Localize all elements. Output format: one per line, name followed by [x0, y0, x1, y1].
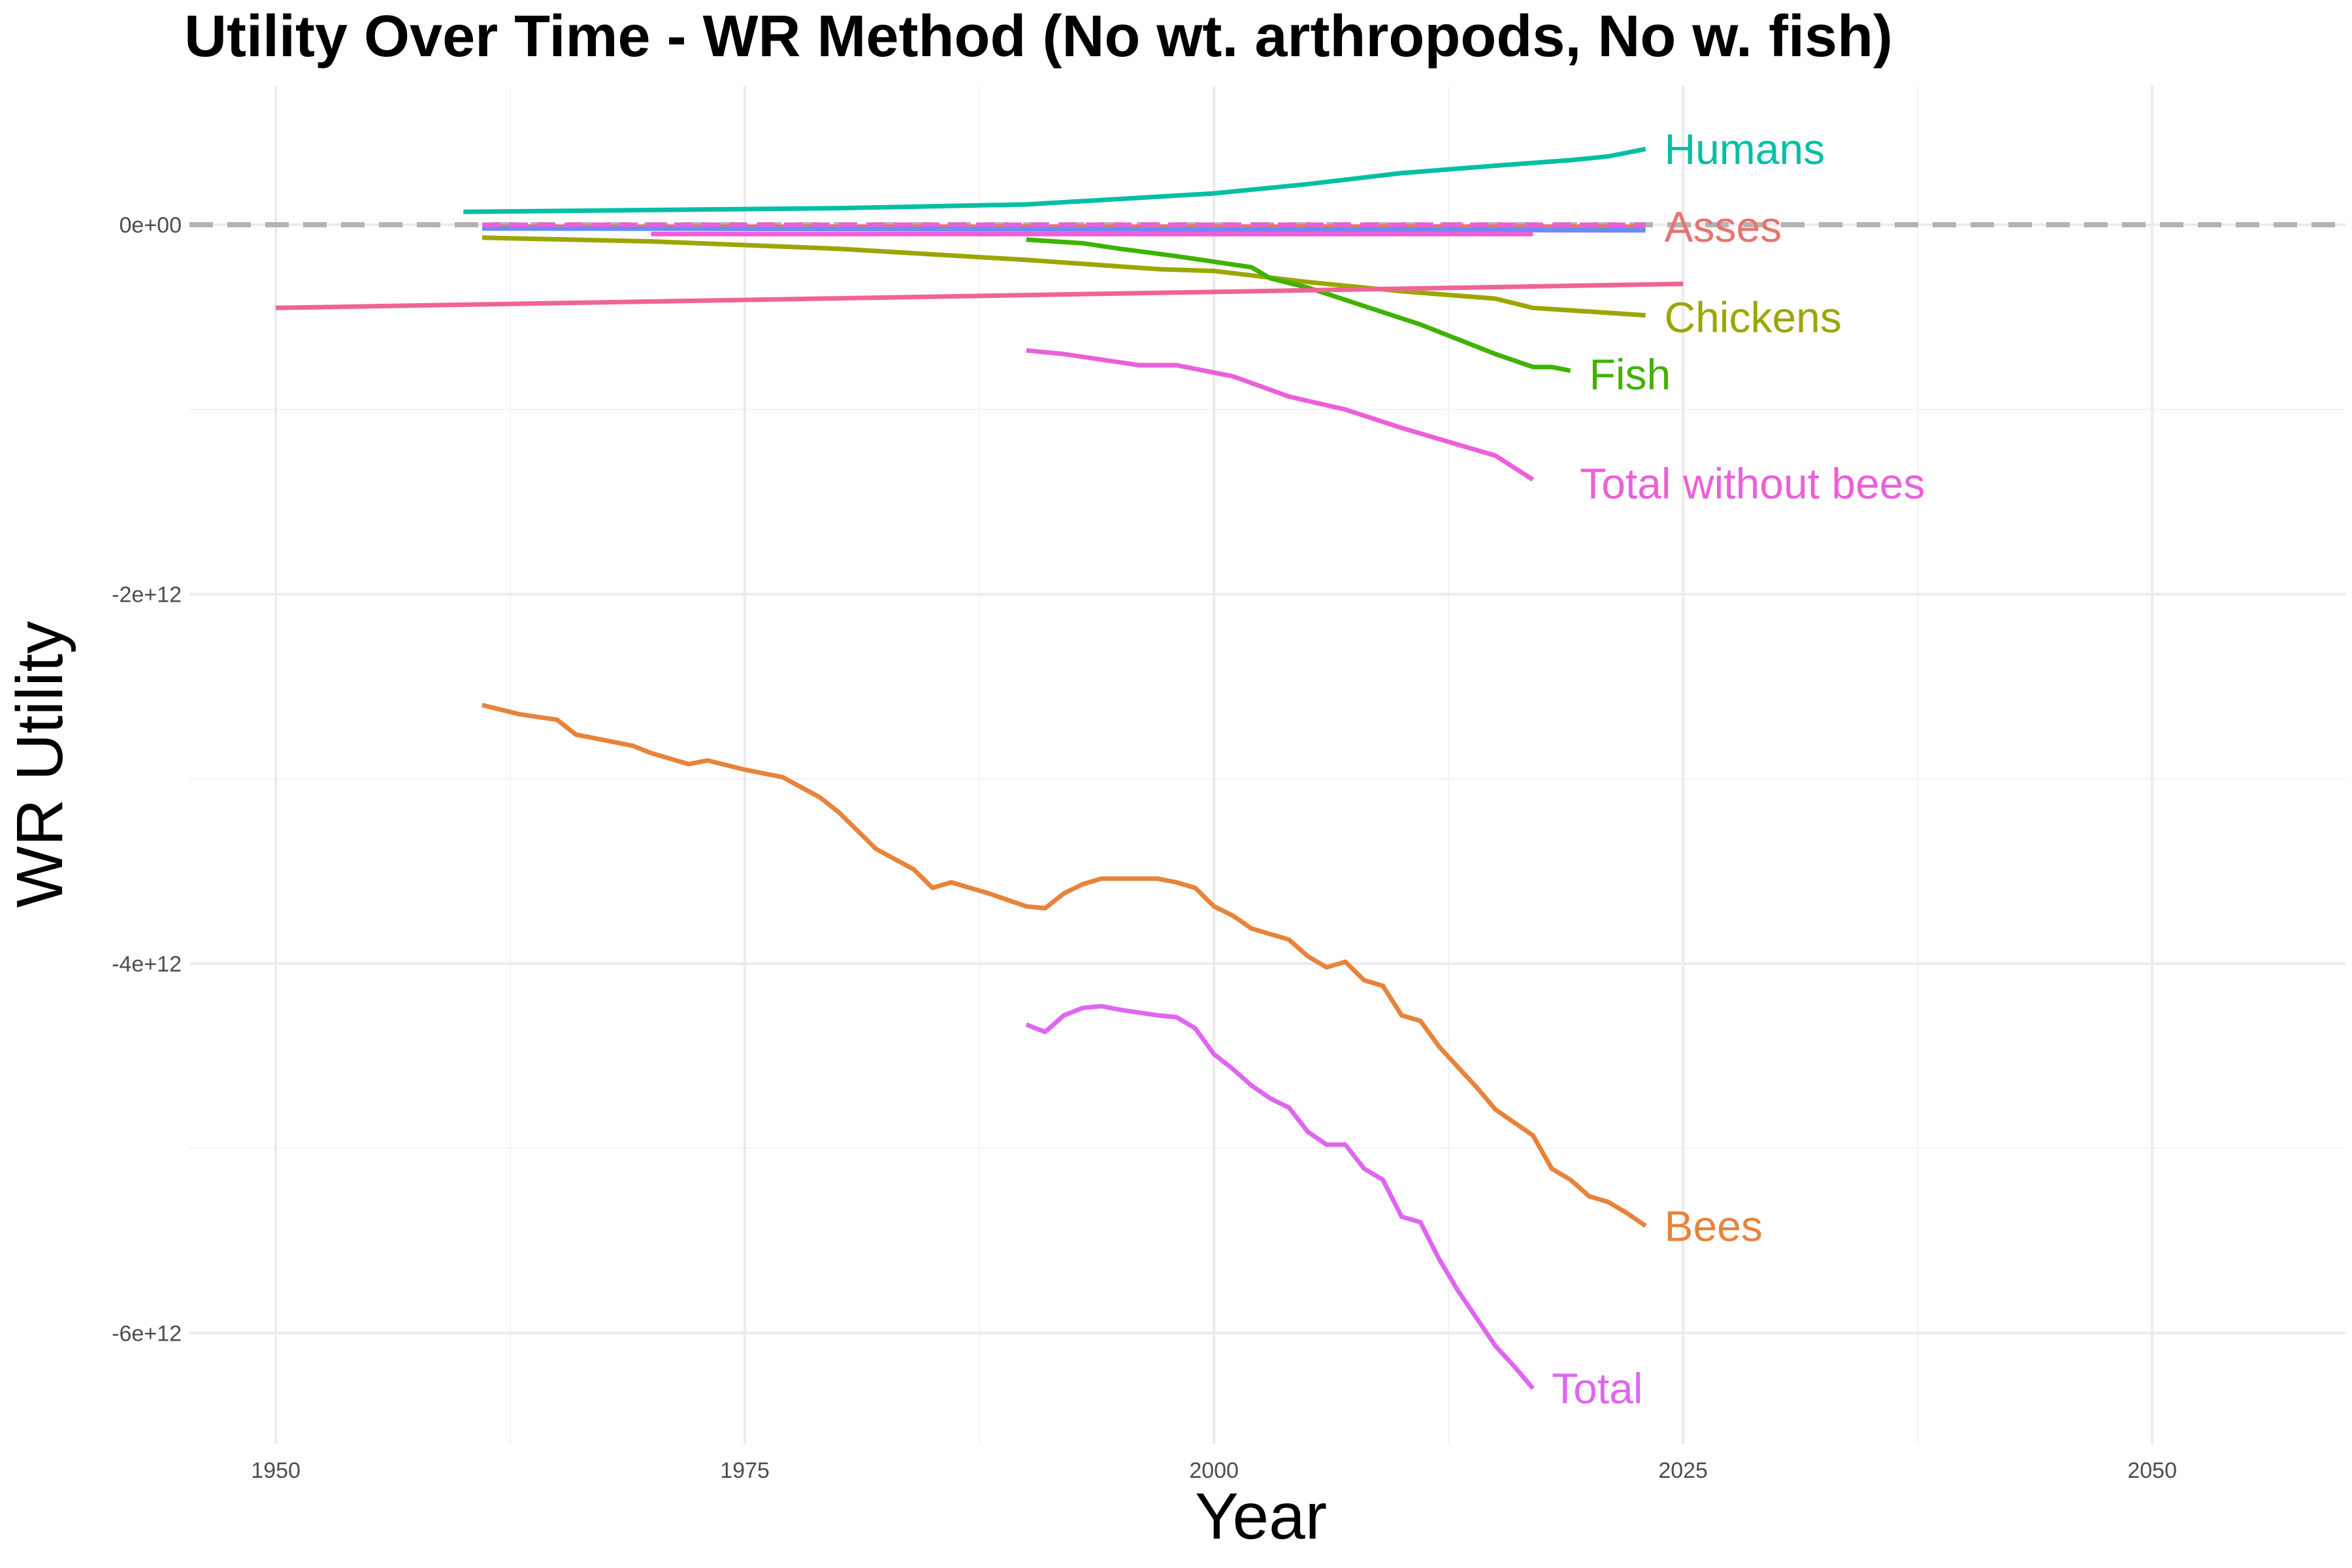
series-label-asses: Asses	[1664, 203, 1782, 251]
series-line-chickens	[482, 235, 1646, 318]
series-line-humans	[463, 146, 1646, 214]
series-label-humans: Humans	[1664, 125, 1825, 173]
series-label-total: Total	[1552, 1364, 1642, 1413]
x-tick-label: 1950	[251, 1458, 301, 1483]
series-label-chickens: Chickens	[1664, 293, 1841, 341]
series-line-total-without-bees	[1026, 348, 1535, 482]
x-tick-label: 2025	[1658, 1458, 1708, 1483]
y-tick-label: -2e+12	[112, 582, 182, 607]
x-axis-title: Year	[1195, 1480, 1327, 1553]
series-line-total	[1025, 1004, 1535, 1390]
series-line-fish	[1026, 237, 1571, 373]
y-tick-label: -6e+12	[112, 1321, 182, 1346]
series-line-unlabeled	[276, 282, 1684, 310]
y-tick-label: -4e+12	[112, 952, 182, 977]
series-labels: Humans Asses Chickens Fish Total without bee…	[1552, 125, 1925, 1413]
x-tick-label: 2000	[1189, 1458, 1239, 1483]
tick-labels: 1950 1975 2000 2025 2050 0e+00 -2e+12 -4e+12 -6e…	[112, 213, 2177, 1483]
y-tick-label: 0e+00	[120, 213, 182, 238]
series-label-fish: Fish	[1590, 350, 1671, 399]
chart-title: Utility Over Time - WR Method (No wt. ar…	[184, 4, 1893, 69]
x-tick-label: 1975	[720, 1458, 770, 1483]
series-line-bees	[482, 702, 1647, 1228]
series-label-total-without-bees: Total without bees	[1580, 459, 1925, 508]
series-lines	[276, 146, 1684, 1390]
x-tick-label: 2050	[2127, 1458, 2177, 1483]
series-line-unlabeled	[482, 226, 1646, 233]
series-label-bees: Bees	[1664, 1201, 1762, 1250]
y-axis-title: WR Utility	[3, 621, 76, 908]
minor-gridlines	[189, 86, 2345, 1444]
